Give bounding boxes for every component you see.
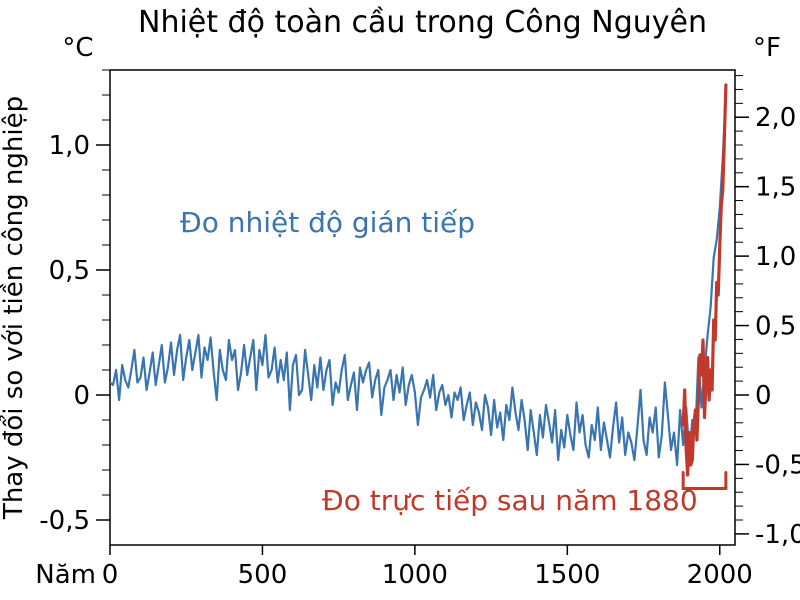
plot-area (110, 70, 735, 545)
x-tick-label: 500 (238, 560, 288, 590)
chart-svg: 0 500 1000 1500 2000 Năm -0,5 0 0,5 1,0 -1,0 -0,5 0 0… (0, 0, 800, 600)
x-tick-label: 0 (102, 560, 119, 590)
y-axis-label: Thay đổi so với tiền công nghiệp (0, 96, 29, 520)
x-tick-label: 1500 (534, 560, 600, 590)
y-right-tick-label: -1,0 (755, 520, 800, 550)
temperature-chart: 0 500 1000 1500 2000 Năm -0,5 0 0,5 1,0 -1,0 -0,5 0 0… (0, 0, 800, 600)
x-tick-label: 1000 (382, 560, 448, 590)
y-left-tick-label: -0,5 (39, 506, 90, 536)
legend-indirect: Đo nhiệt độ gián tiếp (180, 206, 475, 239)
y-right-tick-label: 0,5 (755, 312, 796, 342)
y-right-tick-label: -0,5 (755, 450, 800, 480)
y-left-tick-label: 1,0 (49, 131, 90, 161)
y-left-tick-label: 0 (73, 381, 90, 411)
chart-title: Nhiệt độ toàn cầu trong Công Nguyên (138, 5, 707, 40)
x-axis-prefix: Năm (35, 560, 96, 590)
y-left-tick-label: 0,5 (49, 256, 90, 286)
y-left-unit: °C (62, 33, 93, 63)
legend-direct: Đo trực tiếp sau năm 1880 (322, 484, 698, 517)
x-tick-label: 2000 (687, 560, 753, 590)
y-right-tick-label: 1,5 (755, 173, 796, 203)
y-right-tick-label: 1,0 (755, 242, 796, 272)
y-right-tick-label: 0 (755, 381, 772, 411)
y-right-unit: °F (753, 33, 781, 63)
y-right-tick-label: 2,0 (755, 103, 796, 133)
